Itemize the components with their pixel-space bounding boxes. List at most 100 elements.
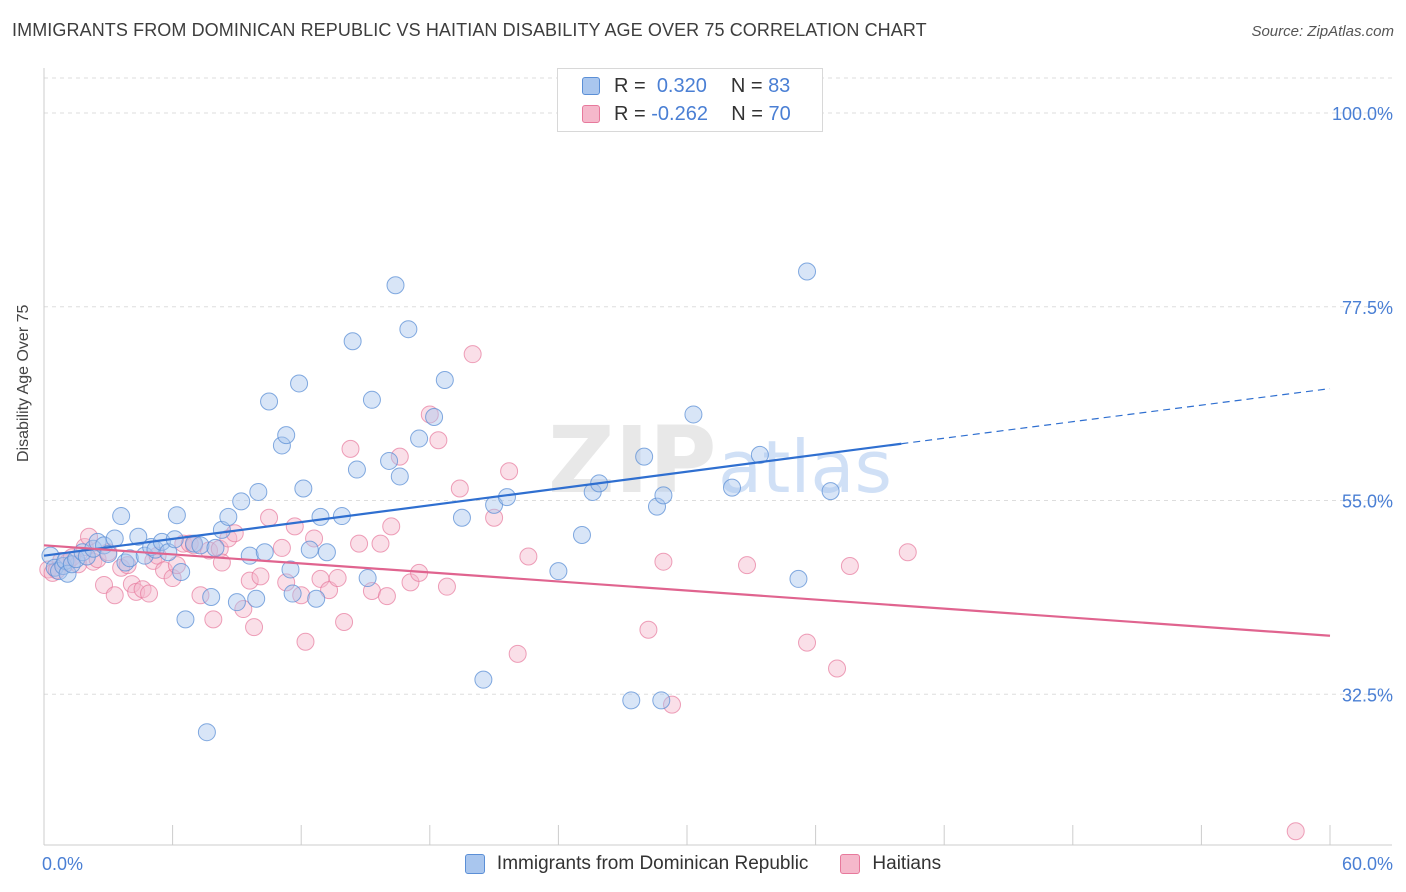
- dominican-point: [399, 320, 418, 339]
- legend-row-dominican: R = 0.320 N = 83: [582, 73, 790, 99]
- trend-lines: [43, 388, 1331, 637]
- haitians-point: [328, 569, 347, 588]
- haitians-point: [285, 517, 304, 536]
- dominican-point: [549, 562, 568, 581]
- y-tick-label: 100.0%: [1332, 104, 1393, 124]
- haitians-point: [738, 556, 757, 575]
- haitians-point: [105, 586, 124, 605]
- dominican-point: [723, 478, 742, 497]
- dominican-point: [652, 691, 671, 710]
- dominican-point: [232, 492, 251, 511]
- haitians-point: [429, 431, 448, 450]
- dominican-point: [255, 543, 274, 562]
- dominican-point: [647, 497, 666, 516]
- haitians-point: [463, 345, 482, 364]
- haitians-point: [500, 462, 519, 481]
- legend-n-value: 70: [768, 102, 791, 125]
- dominican-trend-line: [43, 442, 902, 557]
- dominican-point: [202, 588, 221, 606]
- dominican-point: [474, 670, 493, 689]
- source-label: Source: ZipAtlas.com: [1251, 23, 1394, 40]
- dominican-point: [347, 460, 366, 479]
- haitians-point: [662, 695, 681, 714]
- haitians-point: [382, 517, 401, 536]
- watermark-zip: ZIP: [548, 407, 716, 514]
- haitians-point: [245, 618, 264, 637]
- haitians-point: [437, 577, 456, 596]
- haitians-point: [240, 571, 259, 590]
- dominican-point: [380, 451, 399, 470]
- dominican-trend-extension: [901, 388, 1331, 445]
- legend-r-label: R =: [614, 74, 646, 97]
- dominican-point: [58, 564, 77, 583]
- dominican-point: [750, 445, 769, 464]
- haitians-point: [828, 659, 847, 678]
- dominican-point: [497, 488, 516, 507]
- axes: [43, 68, 1392, 846]
- dominican-point: [112, 507, 131, 526]
- dominican-point: [167, 506, 186, 525]
- dominican-point: [249, 482, 268, 501]
- series-legend: Immigrants from Dominican Republic Haiti…: [0, 852, 1406, 876]
- haitians-point: [80, 527, 99, 546]
- haitians-point: [639, 620, 658, 639]
- haitians-point: [234, 600, 253, 619]
- dominican-point: [281, 560, 300, 579]
- dominican-point: [358, 569, 377, 588]
- haitians-point: [305, 529, 324, 548]
- dominican-point: [622, 691, 641, 710]
- legend-n-value: 83: [768, 74, 791, 97]
- haitians-point: [654, 552, 673, 571]
- legend-swatch-haitians: [582, 105, 600, 123]
- y-tick-label: 32.5%: [1342, 685, 1393, 705]
- dominican-point: [390, 467, 409, 486]
- legend-item-dominican[interactable]: Immigrants from Dominican Republic: [464, 853, 808, 875]
- y-axis-label: Disability Age Over 75: [15, 304, 32, 462]
- dominican-point: [572, 526, 591, 544]
- legend-swatch-dominican: [582, 77, 600, 95]
- legend-swatch-dominican: [464, 854, 485, 874]
- haitians-point: [390, 447, 409, 466]
- watermark: ZIP atlas: [548, 407, 892, 514]
- dominican-point: [105, 529, 124, 548]
- dominican-point: [452, 508, 471, 527]
- dominican-point: [435, 371, 454, 389]
- haitians-point: [519, 547, 538, 566]
- legend-row-haitians: R = -0.262 N = 70: [582, 101, 791, 127]
- legend-label-haitians: Haitians: [872, 853, 942, 874]
- dominican-point: [311, 507, 330, 526]
- haitians-point: [260, 508, 279, 527]
- dominican-point: [247, 589, 266, 608]
- haitians-point: [798, 633, 817, 652]
- chart-title: IMMIGRANTS FROM DOMINICAN REPUBLIC VS HA…: [12, 20, 927, 40]
- legend-item-haitians[interactable]: Haitians: [840, 853, 941, 875]
- dominican-point: [120, 549, 139, 568]
- haitians-point: [377, 587, 396, 606]
- dominican-point: [272, 436, 291, 455]
- haitians-point: [508, 644, 527, 663]
- watermark-atlas: atlas: [718, 425, 892, 509]
- dominican-point: [290, 374, 309, 393]
- legend-r-value: 0.320: [656, 74, 707, 97]
- haitians-point: [204, 610, 223, 629]
- dominican-point: [386, 276, 405, 295]
- dominican-point: [283, 584, 302, 603]
- haitians-point: [371, 534, 390, 553]
- dominican-point: [219, 507, 238, 526]
- dominican-point: [343, 332, 362, 351]
- haitians-point: [1286, 822, 1305, 841]
- dominican-point: [240, 546, 259, 565]
- tick-labels: 32.5% 55.0% 77.5% 100.0% 0.0% 60.0%: [42, 104, 1393, 874]
- dominican-point: [191, 536, 210, 555]
- dominican-point: [425, 408, 444, 427]
- legend-r-label: R =: [614, 102, 646, 125]
- haitians-point: [485, 508, 504, 527]
- dominican-point: [789, 569, 808, 588]
- dominican-point: [821, 482, 840, 501]
- correlation-legend: R = 0.320 N = 83 R = -0.262 N = 70: [557, 68, 823, 132]
- dominican-point: [654, 486, 673, 505]
- haitians-point: [450, 479, 469, 498]
- dominican-point: [684, 405, 703, 424]
- dominican-point: [635, 447, 654, 466]
